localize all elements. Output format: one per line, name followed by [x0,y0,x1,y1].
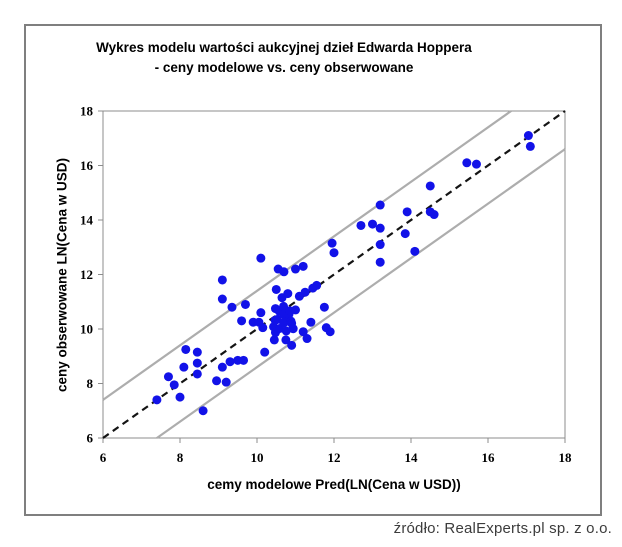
data-point [300,287,310,297]
chart-box: Wykres modelu wartości aukcyjnej dzieł E… [24,24,602,516]
chart-title-line1: Wykres modelu wartości aukcyjnej dzieł E… [96,40,472,55]
chart-title: Wykres modelu wartości aukcyjnej dzieł E… [26,38,542,78]
data-point [471,159,481,169]
data-point [281,326,291,336]
data-point [325,327,335,337]
chart-title-line2: - ceny modelowe vs. ceny obserwowane [154,60,414,75]
data-point [356,220,366,230]
data-point [279,267,289,277]
data-point [402,207,412,217]
data-point [217,275,227,285]
y-tick-label: 10 [80,322,93,337]
data-point [319,302,329,312]
source-caption: źródło: RealExperts.pl sp. z o.o. [393,520,612,537]
data-point [169,380,179,390]
data-point [329,248,339,258]
y-tick-label: 8 [87,376,94,391]
x-tick-label: 10 [251,450,264,465]
data-point [287,340,297,350]
y-tick-label: 16 [80,158,94,173]
data-point [217,362,227,372]
band-line-lower [156,148,566,439]
data-point [375,257,385,267]
data-point [283,289,293,299]
x-tick-label: 14 [405,450,419,465]
y-tick-label: 6 [87,431,94,446]
data-point [260,347,270,357]
data-point [302,334,312,344]
data-point [198,406,208,416]
y-tick-label: 12 [80,267,93,282]
x-tick-label: 18 [559,450,573,465]
x-tick-label: 6 [100,450,107,465]
data-point [225,357,235,367]
data-point [425,181,435,191]
data-point [152,395,162,405]
x-tick-label: 16 [482,450,496,465]
y-tick-label: 14 [80,213,94,228]
data-point [217,294,227,304]
data-point [240,299,250,309]
data-point [256,253,266,263]
data-point [312,280,322,290]
scatter-plot: 6 8 10 12 14 16 18 6 8 10 12 14 16 18 [80,104,573,466]
y-tick-label: 18 [80,104,94,119]
identity-line [102,110,566,439]
data-point [258,323,268,333]
data-point [375,200,385,210]
data-point [239,355,249,365]
data-point [291,264,300,274]
data-point [227,302,237,312]
data-point [291,305,300,315]
x-tick-label: 8 [177,450,184,465]
data-point [375,223,385,233]
data-point [298,327,308,337]
data-point [212,376,222,386]
data-point [375,240,385,250]
data-point [288,324,298,334]
data-point [525,141,535,151]
data-point [327,238,337,248]
y-axis-title: ceny obserwowane LN(Cena w USD) [54,157,70,392]
data-point [269,335,279,345]
data-point [192,347,202,357]
data-point [400,229,410,239]
x-tick-label: 12 [328,450,341,465]
data-point [192,369,202,379]
data-point [163,372,173,382]
data-point [410,246,420,256]
data-point [281,335,291,345]
data-point [256,308,266,318]
data-point [462,158,472,168]
data-point [298,261,308,271]
data-point [237,316,247,326]
data-point [368,219,377,229]
data-point [306,317,316,327]
data-point [181,344,191,354]
data-point [175,392,185,402]
x-axis-title: cemy modelowe Pred(LN(Cena w USD)) [207,477,461,492]
data-point [271,284,281,294]
band-line-upper [102,110,512,401]
data-point [192,358,202,368]
data-point [429,210,439,220]
data-point [179,362,189,372]
data-point [221,377,231,387]
data-point [523,131,533,141]
